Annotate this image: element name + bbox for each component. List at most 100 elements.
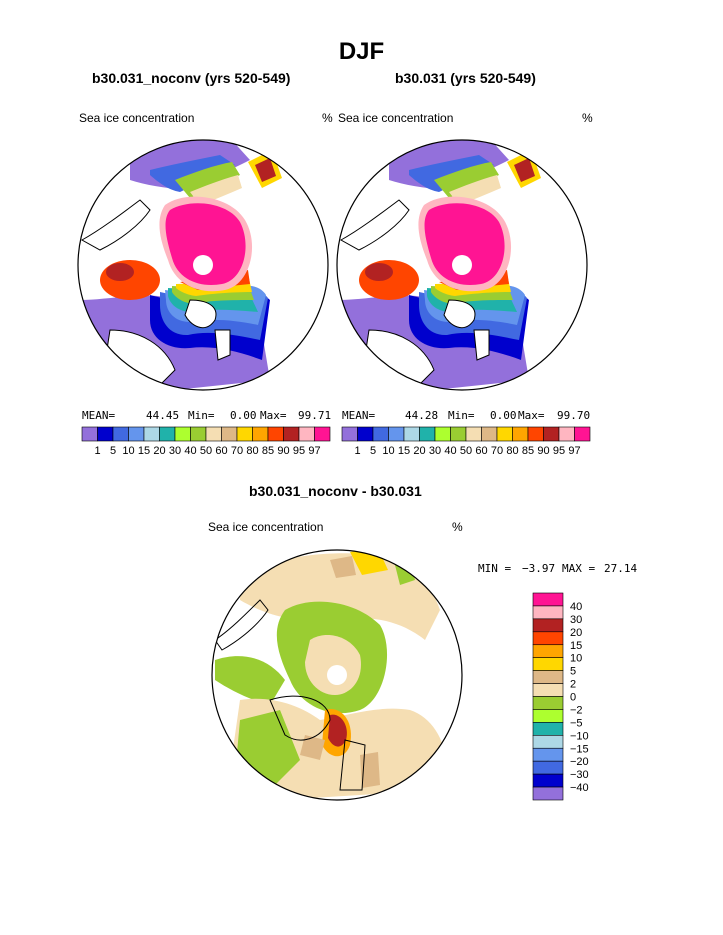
panel3-land-alaska [214, 599, 269, 651]
panel3-colorbar-swatch-8 [532, 696, 564, 710]
panel1-land-greenland [184, 299, 217, 329]
panel3-diff-0-core [305, 635, 361, 695]
panel3-diff-m2-canada [215, 656, 285, 705]
panel2-hudson-95 [365, 263, 393, 281]
panel2-colorbar-tick-9: 70 [491, 445, 503, 457]
panel3-colorbar-tick-5: 5 [570, 666, 576, 678]
panel1-colorbar-swatch-5 [159, 426, 176, 442]
panel2-colorbar-tick-6: 40 [444, 445, 456, 457]
panel3-colorbar-tick-12: −20 [570, 756, 589, 768]
panel3-colorbar-swatch-5 [532, 657, 564, 671]
panel2-pole-hole [452, 255, 472, 275]
panel3-colorbar-tick-0: 40 [570, 601, 582, 613]
panel3-colorbar-tick-9: −5 [570, 717, 583, 729]
panel1-colorbar-tick-2: 10 [122, 445, 134, 457]
panel1-colorbar-tick-3: 15 [138, 445, 150, 457]
panel1-pacific-50 [175, 162, 240, 198]
panel2-colorbar-tick-4: 20 [413, 445, 425, 457]
panel1-okhotsk-95 [255, 158, 276, 182]
panel1-colorbar-swatch-3 [128, 426, 145, 442]
panel3-colorbar-swatch-11 [532, 735, 564, 749]
panel3-colorbar-swatch-4 [532, 644, 564, 658]
panel2-map-border [336, 139, 588, 391]
panel2-land-scandinavia [473, 329, 490, 361]
panel2-colorbar-tick-12: 90 [537, 445, 549, 457]
panel1-map-border [77, 139, 329, 391]
panel3-colorbar-tick-10: −10 [570, 730, 589, 742]
panel2-variable-label: Sea ice concentration [338, 111, 454, 125]
panel3-colorbar-tick-2: 20 [570, 627, 582, 639]
panel2-colorbar-swatch-7 [450, 426, 467, 442]
panel1-colorbar-swatch-13 [283, 426, 300, 442]
panel1-units-label: % [322, 111, 333, 125]
panel3-colorbar-swatch-1 [532, 605, 564, 620]
panel2-colorbar-swatch-12 [527, 426, 544, 442]
panel3-colorbar-swatch-2 [532, 618, 564, 633]
panel1-colorbar-swatch-8 [205, 426, 222, 442]
panel2-colorbar-swatch-8 [465, 426, 482, 442]
panel2-max-label: Max= [518, 409, 545, 422]
panel2-colorbar-swatch-11 [512, 426, 529, 442]
panel3-land-scandinavia [339, 739, 366, 791]
panel1-land-alaska [80, 199, 151, 251]
panel1-colorbar-swatch-7 [190, 426, 207, 442]
page-title: DJF [338, 38, 385, 65]
panel1-max-label: Max= [260, 409, 287, 422]
panel2-colorbar-tick-2: 10 [382, 445, 394, 457]
panel2-colorbar-tick-7: 50 [460, 445, 472, 457]
panel1-colorbar-swatch-1 [97, 426, 114, 442]
panel1-mean-label: MEAN= [82, 409, 116, 422]
panel1-min-value: 0.00 [230, 409, 257, 422]
panel1-colorbar-swatch-2 [112, 426, 129, 442]
panel1-colorbar-tick-7: 50 [200, 445, 212, 457]
panel3-map [212, 550, 462, 800]
panel3-units-label: % [452, 520, 463, 534]
panel1-colorbar-swatch-6 [174, 426, 191, 442]
panel2-colorbar-swatch-9 [481, 426, 498, 442]
panel3-colorbar-tick-11: −15 [570, 743, 589, 755]
panel1-pole-hole [193, 255, 213, 275]
panel1-min-label: Min= [188, 409, 215, 422]
panel1-colorbar-tick-11: 85 [262, 445, 274, 457]
panel2-map [337, 140, 587, 390]
panel3-colorbar-tick-8: −2 [570, 704, 583, 716]
panel2-colorbar-tick-0: 1 [354, 445, 360, 457]
panel3-colorbar-tick-4: 10 [570, 653, 582, 665]
panel1-colorbar-tick-10: 80 [246, 445, 258, 457]
panel2-colorbar-swatch-13 [543, 426, 560, 442]
panel1-colorbar-tick-1: 5 [110, 445, 116, 457]
panel1-colorbar-tick-6: 40 [184, 445, 196, 457]
panel1-colorbar-tick-8: 60 [215, 445, 227, 457]
panel3-max-label: MAX = [562, 562, 596, 575]
panel3-min-label: MIN = [478, 562, 512, 575]
panel2-colorbar-swatch-5 [419, 426, 436, 442]
panel3-map-border [211, 549, 463, 801]
panel2-min-label: Min= [448, 409, 475, 422]
panel3-colorbar-swatch-6 [532, 670, 564, 684]
panel3-colorbar-tick-1: 30 [570, 614, 582, 626]
panel2-max-value: 99.70 [557, 409, 591, 422]
panel1-colorbar-swatch-12 [267, 426, 284, 442]
panel2-title: b30.031 (yrs 520-549) [395, 70, 536, 86]
panel3-diff-2-okhotsk [330, 556, 356, 578]
panel2-colorbar-swatch-2 [372, 426, 389, 442]
panel2-colorbar-swatch-1 [357, 426, 374, 442]
panel3-colorbar-swatch-7 [532, 683, 564, 697]
panel3-colorbar-swatch-15 [532, 786, 564, 801]
panel2-colorbar-swatch-0 [341, 426, 358, 442]
panel1-colorbar-tick-12: 90 [277, 445, 289, 457]
panel2-okhotsk-95 [514, 158, 535, 182]
panel1-colorbar-swatch-9 [221, 426, 238, 442]
panel1-land-scandinavia [214, 329, 231, 361]
panel2-min-value: 0.00 [490, 409, 517, 422]
panel2-colorbar-tick-5: 30 [429, 445, 441, 457]
panel2-colorbar-tick-3: 15 [398, 445, 410, 457]
panel3-colorbar-tick-3: 15 [570, 640, 582, 652]
panel2-mean-label: MEAN= [342, 409, 376, 422]
panel2-colorbar-swatch-4 [403, 426, 420, 442]
panel1-colorbar-tick-14: 97 [308, 445, 320, 457]
panel1-colorbar-tick-0: 1 [94, 445, 100, 457]
panel3-colorbar-tick-6: 2 [570, 679, 576, 691]
